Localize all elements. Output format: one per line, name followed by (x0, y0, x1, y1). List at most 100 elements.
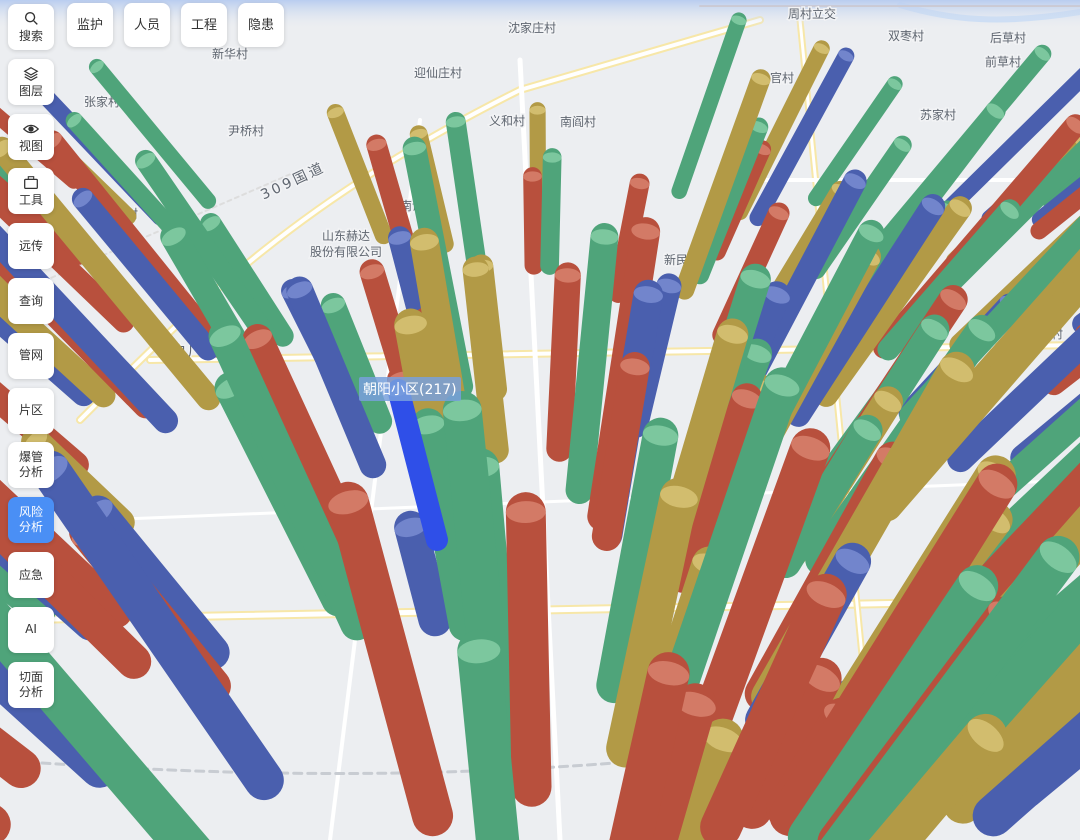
cylinder-body (786, 194, 946, 427)
button-label: 爆管 (18, 450, 43, 465)
sidebar-button[interactable]: 视图 (8, 113, 54, 160)
sidebar-button[interactable]: 切面 分析 (8, 661, 54, 708)
cylinder-top (647, 660, 690, 686)
cylinder-body (565, 223, 619, 505)
cylinder (674, 69, 771, 300)
sidebar-button[interactable]: 爆管 分析 (8, 442, 54, 489)
cylinder-body (821, 535, 1080, 840)
cylinder-top (1039, 541, 1077, 573)
cylinder (658, 367, 801, 714)
cylinder-body (591, 352, 650, 551)
sidebar-button[interactable]: 远传 (8, 223, 54, 270)
tab-button[interactable]: 人员 (124, 3, 170, 47)
sidebar-button[interactable]: AI (8, 606, 54, 653)
cylinder-top (921, 318, 948, 341)
map-label: 309国道 (258, 159, 328, 203)
sidebar-button[interactable]: 查询 (8, 278, 54, 324)
sidebar-button[interactable]: 风险 分析 (8, 497, 54, 544)
sidebar-button[interactable]: 片区 (8, 387, 54, 434)
cylinder (540, 148, 562, 275)
cylinder-top (967, 718, 1004, 752)
cylinder-body (877, 199, 1021, 361)
cylinder-body (873, 263, 1080, 522)
cylinder-top (742, 344, 772, 363)
cylinder-top (703, 726, 743, 753)
map-label: 义和村 (489, 114, 525, 128)
button-label: 图层 (18, 83, 43, 98)
cylinder-top (243, 329, 272, 350)
cylinder-top (410, 234, 439, 251)
cylinder-body (135, 149, 277, 347)
map-label: 股份有限公司 (310, 245, 382, 259)
button-label: AI (25, 622, 37, 637)
map-label: 双枣村 (888, 29, 924, 43)
cylinder-body (411, 408, 482, 642)
tab-button[interactable]: 监护 (67, 3, 113, 47)
cylinder-top (394, 517, 427, 538)
cylinder-body (973, 398, 1080, 515)
cylinder-top (853, 419, 882, 441)
cylinder (942, 664, 1080, 824)
tab-button[interactable]: 隐患 (238, 3, 284, 47)
cylinder-top (67, 113, 82, 128)
cylinder (200, 213, 294, 347)
cylinder-top (887, 78, 902, 90)
sidebar-button[interactable]: 管网 (8, 332, 54, 379)
map-label: 周村立交 (788, 6, 836, 21)
cylinder-body (505, 492, 552, 807)
cylinder-top (321, 297, 346, 314)
cylinder-body (394, 510, 452, 637)
cylinder-body (609, 652, 690, 840)
cylinder (947, 326, 1080, 473)
sidebar-button[interactable]: 应急 (8, 552, 54, 598)
tab-button[interactable]: 工程 (181, 3, 227, 47)
cylinder-body (523, 167, 544, 275)
cylinder-body (0, 479, 133, 629)
cylinder-body (868, 713, 1008, 840)
cylinder (65, 111, 187, 244)
button-label: 分析 (18, 520, 43, 535)
icon (22, 124, 40, 133)
cylinder (671, 12, 747, 199)
cylinder-top (0, 139, 12, 158)
cylinder-top (764, 374, 800, 397)
tooltip: 朝阳小区(217) (359, 377, 461, 401)
sidebar-button[interactable]: 搜索 (8, 4, 54, 50)
cylinder (873, 263, 1080, 522)
cylinder-body (0, 225, 179, 434)
button-label: 视图 (18, 138, 43, 153)
cylinder-body (947, 326, 1080, 473)
cylinder (877, 199, 1021, 361)
cylinder-body (769, 463, 1018, 836)
cylinder (505, 492, 552, 807)
button-label: 风险 (18, 505, 43, 520)
cylinder-top (958, 570, 996, 602)
cylinder-top (1066, 116, 1080, 134)
cylinder-body (807, 76, 903, 207)
cylinder-body (674, 69, 771, 300)
cylinder-top (442, 399, 482, 422)
cylinder (0, 284, 116, 408)
cylinder-top (893, 138, 911, 152)
cylinder-body (606, 477, 699, 768)
cylinder (71, 187, 219, 361)
cylinder-body (770, 414, 883, 579)
cylinder-body (71, 187, 219, 361)
sidebar-button[interactable]: 工具 (8, 168, 54, 215)
cylinder-top (590, 229, 619, 245)
cylinder-top (366, 138, 387, 151)
cylinder (0, 479, 133, 629)
cylinder-top (529, 105, 546, 115)
tab-label: 隐患 (247, 17, 274, 33)
cylinder-top (462, 262, 489, 277)
sidebar-button[interactable]: 图层 (8, 58, 54, 105)
cylinder (769, 463, 1018, 836)
cylinder-top (505, 501, 546, 524)
map-label: 苏家村 (920, 107, 956, 122)
cylinder-top (986, 103, 1005, 119)
cylinder-top (858, 224, 884, 243)
cylinder-top (978, 469, 1016, 499)
cylinder (457, 629, 520, 840)
cylinder-top (768, 206, 789, 221)
